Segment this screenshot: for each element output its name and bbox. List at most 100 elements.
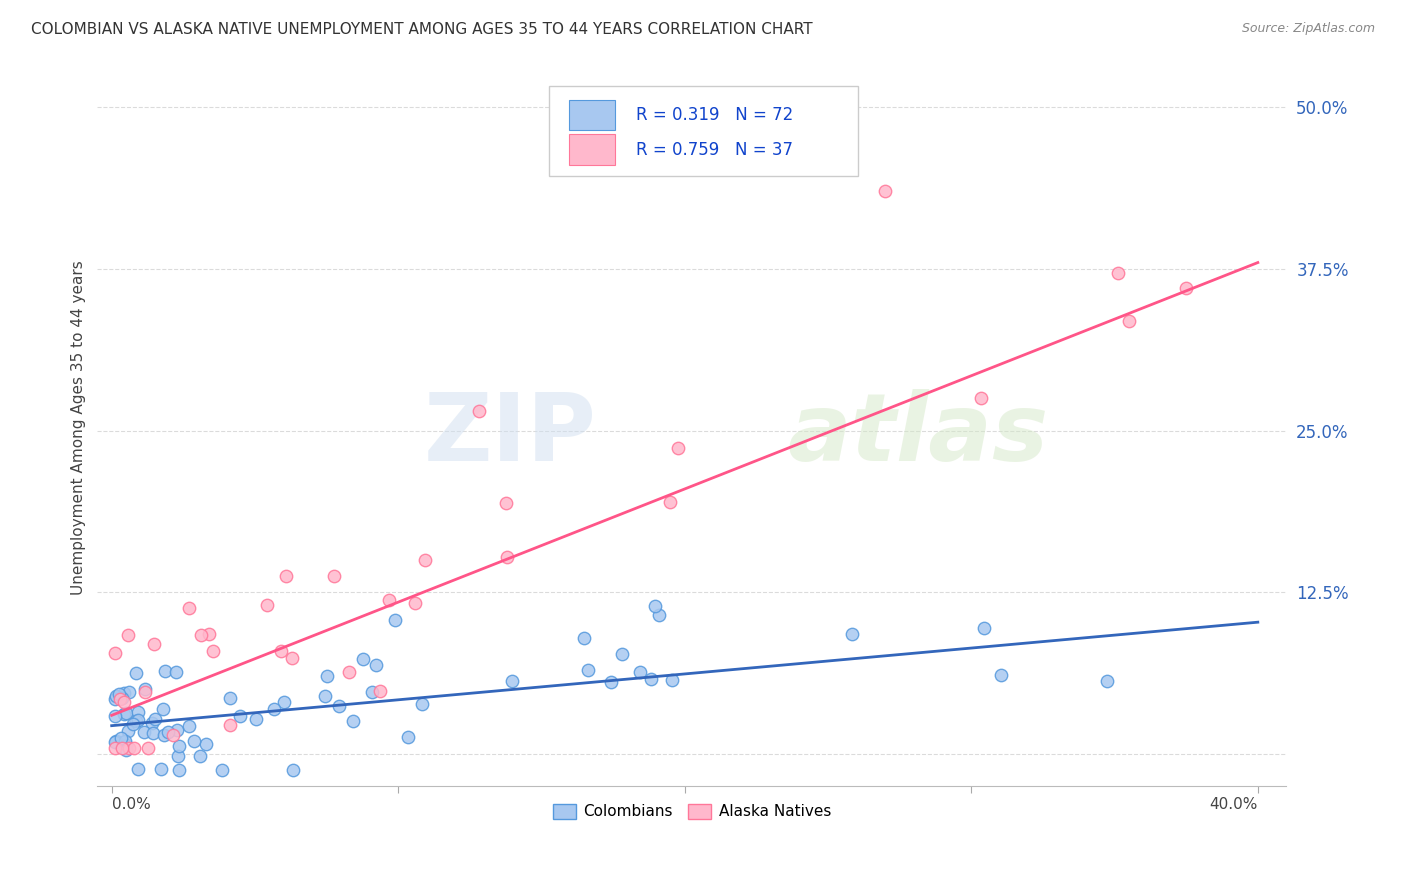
Point [263, 702, 285, 716]
Point [127, 762, 149, 776]
Point [360, 685, 382, 699]
Point [337, 665, 360, 679]
Point [190, 628, 212, 642]
FancyBboxPatch shape [569, 135, 614, 165]
Point [141, 716, 163, 731]
Point [125, 665, 148, 680]
Point [110, 731, 132, 745]
Point [404, 596, 426, 610]
Text: Source: ZipAtlas.com: Source: ZipAtlas.com [1241, 22, 1375, 36]
Point [640, 673, 662, 687]
Point [127, 713, 149, 727]
Point [574, 631, 596, 645]
Point [612, 647, 634, 661]
FancyBboxPatch shape [569, 100, 614, 130]
Point [1095, 674, 1118, 689]
Point [281, 651, 304, 665]
Text: COLOMBIAN VS ALASKA NATIVE UNEMPLOYMENT AMONG AGES 35 TO 44 YEARS CORRELATION CH: COLOMBIAN VS ALASKA NATIVE UNEMPLOYMENT … [31, 22, 813, 37]
Point [384, 614, 406, 628]
Point [105, 689, 128, 703]
Point [600, 674, 623, 689]
Point [323, 569, 346, 583]
Point [201, 644, 224, 658]
Point [628, 665, 651, 680]
Point [576, 663, 599, 677]
Point [467, 404, 489, 418]
Point [990, 667, 1012, 681]
Point [112, 695, 135, 709]
Point [368, 684, 391, 698]
Point [169, 763, 191, 777]
Point [152, 702, 174, 716]
Point [1118, 314, 1140, 328]
Point [396, 730, 419, 744]
Point [117, 628, 139, 642]
Text: atlas: atlas [787, 389, 1049, 481]
Point [162, 728, 184, 742]
Text: ZIP: ZIP [423, 389, 596, 481]
Point [103, 709, 125, 723]
Text: 40.0%: 40.0% [1209, 797, 1258, 812]
Point [118, 740, 141, 755]
Point [219, 691, 242, 706]
Point [134, 685, 156, 699]
Point [115, 743, 138, 757]
Point [342, 714, 364, 728]
Point [218, 718, 240, 732]
Point [114, 733, 136, 747]
Point [314, 689, 336, 703]
Point [115, 738, 138, 752]
Point [195, 737, 218, 751]
Point [104, 735, 127, 749]
Point [103, 740, 125, 755]
Point [648, 608, 671, 623]
Point [108, 692, 131, 706]
Point [495, 495, 517, 509]
Point [183, 734, 205, 748]
Point [501, 674, 523, 689]
Point [270, 643, 292, 657]
Point [413, 553, 436, 567]
Point [1175, 281, 1198, 295]
Point [111, 740, 134, 755]
Point [142, 637, 165, 651]
Point [659, 495, 682, 509]
Point [153, 727, 176, 741]
Text: 0.0%: 0.0% [111, 797, 150, 812]
Point [661, 673, 683, 688]
Point [245, 712, 267, 726]
Point [153, 664, 176, 678]
Point [143, 712, 166, 726]
Point [841, 627, 863, 641]
Point [167, 739, 190, 753]
Point [496, 549, 519, 564]
Point [134, 725, 156, 739]
Point [328, 698, 350, 713]
Point [118, 684, 141, 698]
Point [115, 706, 138, 720]
Point [127, 705, 149, 719]
Point [875, 185, 897, 199]
Point [644, 599, 666, 613]
Point [256, 598, 278, 612]
Point [666, 442, 689, 456]
Point [1107, 266, 1129, 280]
Point [111, 691, 134, 706]
Point [166, 723, 188, 737]
Point [112, 686, 135, 700]
Point [211, 763, 233, 777]
Y-axis label: Unemployment Among Ages 35 to 44 years: Unemployment Among Ages 35 to 44 years [72, 260, 86, 595]
Point [166, 748, 188, 763]
Point [165, 665, 187, 679]
Point [364, 657, 387, 672]
Point [134, 682, 156, 697]
Point [112, 706, 135, 721]
Point [104, 733, 127, 747]
Point [198, 627, 221, 641]
Point [352, 652, 374, 666]
Point [142, 725, 165, 739]
Point [973, 621, 995, 635]
Point [108, 687, 131, 701]
Legend: Colombians, Alaska Natives: Colombians, Alaska Natives [547, 797, 837, 825]
Point [117, 724, 139, 739]
